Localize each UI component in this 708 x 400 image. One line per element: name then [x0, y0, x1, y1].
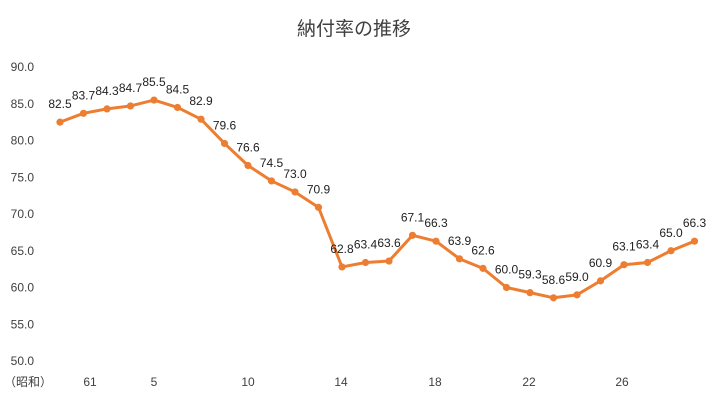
data-point [643, 258, 652, 267]
data-point [690, 237, 699, 245]
data-label: 84.5 [166, 82, 190, 96]
data-point [408, 231, 417, 239]
data-point [126, 102, 135, 110]
data-point [526, 289, 534, 297]
y-tick-label: 65.0 [11, 244, 35, 258]
data-label: 82.5 [48, 97, 72, 111]
data-label: 62.6 [471, 243, 495, 257]
data-point [56, 118, 64, 126]
data-point [596, 277, 605, 285]
y-tick-label: 90.0 [11, 60, 35, 74]
data-point [173, 103, 182, 112]
data-labels-layer: 82.583.7 84.3 84.7 85.584.582.979.6 76.674.5… [48, 75, 706, 287]
y-tick-label: 50.0 [11, 354, 35, 368]
data-point [385, 257, 393, 265]
data-label: 59.3 [518, 268, 542, 282]
data-label: 66.3 [683, 216, 707, 230]
x-tick-label: 14 [334, 375, 348, 389]
x-tick-label: 18 [428, 375, 442, 389]
data-label: 65.0 [659, 226, 683, 240]
y-axis: 90.0 85.0 80.0 75.0 70.0 65.0 60.0 55.0 50.0 [11, 60, 35, 368]
data-point [244, 161, 252, 170]
data-label: 82.9 [189, 94, 213, 108]
data-label: 83.7 [72, 88, 96, 102]
data-point [620, 261, 628, 269]
y-tick-label: 70.0 [11, 207, 35, 221]
x-axis-era-label: （昭和） [4, 375, 52, 389]
data-label: 79.6 [213, 118, 237, 132]
data-label: 63.9 [448, 234, 472, 248]
x-tick-label: 5 [151, 375, 158, 389]
data-point [502, 283, 511, 292]
data-point [291, 188, 299, 196]
data-point [150, 96, 158, 104]
data-point [314, 203, 323, 211]
data-label: 84.3 [95, 84, 119, 98]
x-tick-label: 22 [522, 375, 536, 389]
data-label: 84.7 [119, 81, 143, 95]
data-point [220, 139, 229, 148]
x-tick-label: 10 [241, 375, 255, 389]
data-label: 60.0 [495, 263, 519, 277]
data-point [267, 177, 276, 185]
data-label: 63.4 [354, 238, 378, 252]
data-label: 74.5 [260, 156, 284, 170]
data-label: 62.8 [330, 242, 354, 256]
y-tick-label: 80.0 [11, 134, 35, 148]
data-point [479, 264, 487, 272]
data-label: 58.6 [542, 273, 566, 287]
y-tick-label: 85.0 [11, 97, 35, 111]
data-point [103, 105, 111, 113]
data-label: 63.1 [612, 240, 636, 254]
y-tick-label: 55.0 [11, 317, 35, 331]
data-point [432, 237, 440, 245]
x-tick-label: 26 [615, 375, 629, 389]
data-point [573, 291, 581, 299]
data-label: 85.5 [142, 75, 166, 89]
data-point [338, 263, 346, 271]
series-layer [56, 96, 699, 302]
series-line [59, 98, 696, 300]
data-label: 63.6 [377, 236, 401, 250]
data-point [79, 109, 88, 117]
data-point [455, 255, 464, 263]
data-label: 70.9 [307, 182, 331, 196]
y-tick-label: 75.0 [11, 170, 35, 184]
data-label: 73.0 [283, 167, 307, 181]
data-label: 63.4 [636, 238, 660, 252]
data-point [361, 258, 370, 267]
data-point [667, 247, 675, 255]
data-label: 60.9 [589, 256, 613, 270]
data-label: 66.3 [424, 216, 448, 230]
x-axis: （昭和） 5 10 14 18 22 26 61 [4, 375, 629, 389]
y-tick-label: 60.0 [11, 281, 35, 295]
chart-title: 納付率の推移 [296, 18, 411, 40]
data-label: 67.1 [401, 210, 425, 224]
data-point [197, 115, 205, 123]
data-point [549, 294, 558, 302]
data-label: 59.0 [565, 270, 589, 284]
x-tick-label: 61 [83, 375, 97, 389]
data-label: 76.6 [236, 140, 260, 154]
